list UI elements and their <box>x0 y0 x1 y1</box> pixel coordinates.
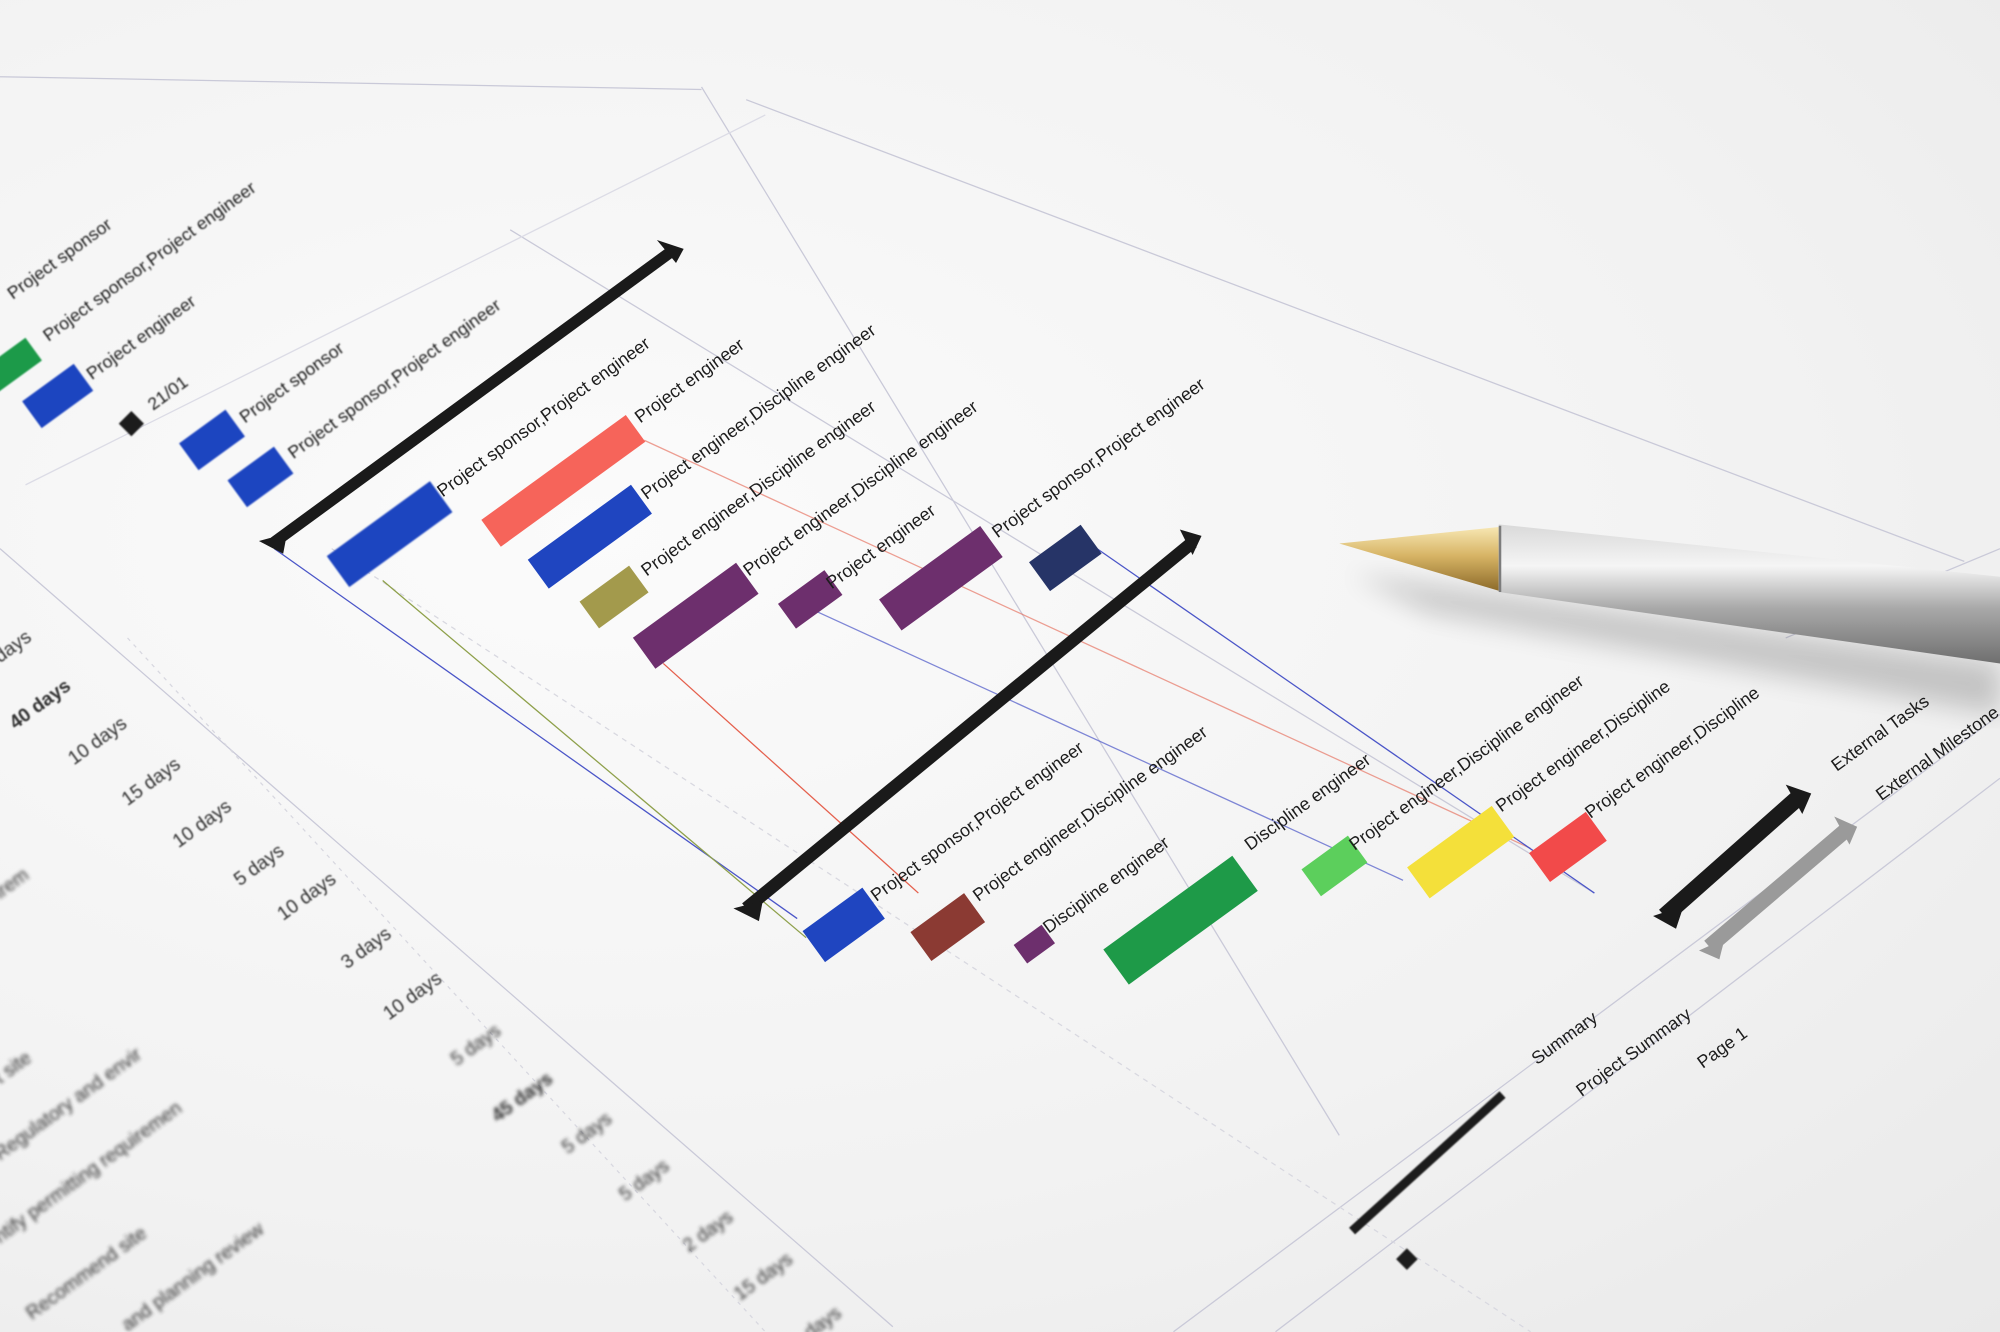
duration-cell: 45 days <box>488 1068 557 1126</box>
duration-cell: 2 days <box>679 1207 737 1257</box>
summary-bar-1 <box>258 239 684 554</box>
task-bar-10 <box>777 570 843 629</box>
pen-barrel <box>1498 524 2000 664</box>
pen-tip <box>1339 526 1499 591</box>
resource-label: Project engineer,Discipline <box>1492 676 1674 816</box>
legend-summary-swatch <box>1653 784 1812 929</box>
milestone-diamond <box>118 411 145 437</box>
duration-cell: 10 days <box>380 968 447 1024</box>
resource-label: Project engineer,Discipline engineer <box>969 722 1211 906</box>
page-number: Page 1 <box>1693 1023 1751 1072</box>
legend-summary: Summary <box>1528 1007 1602 1068</box>
duration-cell: days <box>0 627 36 668</box>
legend-project-summary-swatch <box>1698 816 1858 960</box>
page-grid-lines <box>0 76 2000 1332</box>
duration-cell: 5 days <box>558 1108 616 1158</box>
task-bar-12 <box>1029 524 1102 592</box>
task-bar-5 <box>326 481 453 588</box>
duration-cell: 5 days <box>616 1156 674 1206</box>
duration-cell: 40 days <box>6 676 75 734</box>
task-bar-4 <box>227 446 294 508</box>
duration-cell: 10 days <box>65 713 132 769</box>
task-bar-9 <box>632 562 759 669</box>
task-bar-2 <box>22 363 94 429</box>
milestone-date-label: 21/01 <box>144 372 192 414</box>
duration-cell: 10 days <box>274 869 341 925</box>
resource-label: Project sponsor,Project engineer <box>284 295 504 463</box>
task-bar-7 <box>527 484 652 589</box>
task-bar-3 <box>179 409 245 471</box>
task-bar-11 <box>879 526 1003 631</box>
dependency-links <box>273 439 1595 939</box>
resource-label: Project sponsor,Project engineer <box>867 737 1087 905</box>
task-bar-17 <box>1301 835 1368 897</box>
task-bar-19 <box>1529 811 1607 882</box>
task-bars <box>0 337 1607 985</box>
resource-label: Project engineer,Discipline <box>1581 682 1763 822</box>
legend-milestone-diamond <box>1396 1248 1418 1270</box>
task-name-cell: t site <box>0 1048 36 1089</box>
legend-line-swatch <box>1349 1091 1506 1235</box>
duration-cell: 3 days <box>338 923 396 973</box>
duration-cell: 15 days <box>118 754 185 810</box>
task-bar-8 <box>579 565 649 629</box>
duration-cell: 5 days <box>230 841 288 891</box>
task-name-cell: irem <box>0 865 33 904</box>
duration-cell: 10 days <box>169 796 236 852</box>
task-bar-14 <box>910 893 986 962</box>
task-bar-13 <box>802 887 885 963</box>
task-bar-18 <box>1407 805 1515 899</box>
task-bar-6 <box>481 414 646 547</box>
duration-cell: days <box>801 1303 846 1332</box>
task-bar-1 <box>0 337 42 395</box>
summary-bars <box>258 239 1202 922</box>
task-bar-16 <box>1103 855 1258 985</box>
duration-cell: 15 days <box>730 1249 797 1305</box>
summary-bar-2 <box>733 529 1202 922</box>
task-bar-15 <box>1013 924 1056 964</box>
duration-cell: 5 days <box>447 1020 505 1070</box>
ballpoint-pen <box>1339 524 2000 715</box>
resource-label: Project sponsor,Project engineer <box>988 374 1208 542</box>
